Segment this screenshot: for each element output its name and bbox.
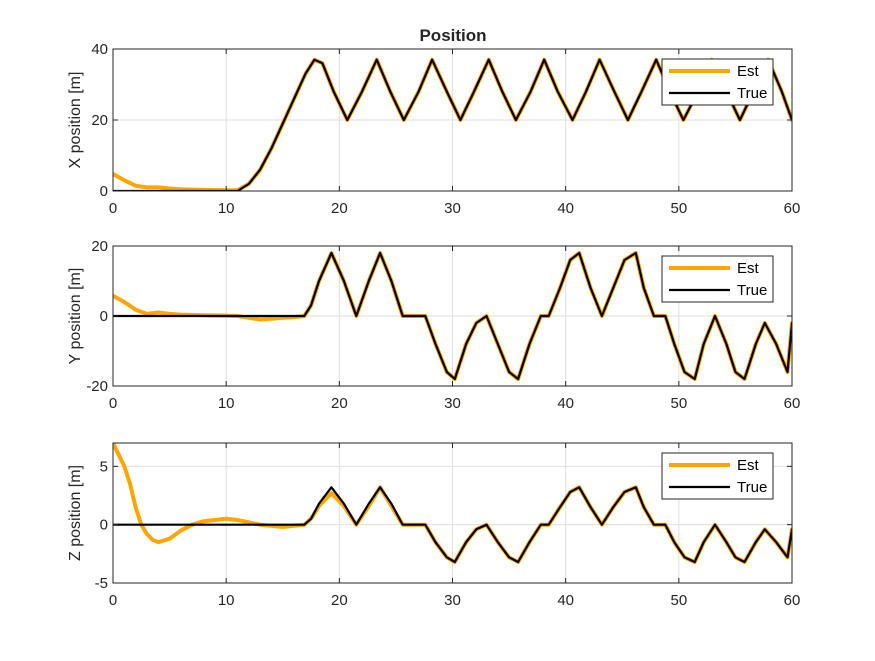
x-tick-label: 0 [109, 395, 117, 412]
legend-box [661, 58, 774, 106]
x-tick-label: 40 [557, 200, 574, 217]
y-tick-label: 0 [100, 308, 108, 325]
legend-label-true: True [737, 85, 767, 102]
legend-label-est: Est [737, 457, 760, 474]
x-tick-label: 40 [557, 395, 574, 412]
x-tick-label: 40 [557, 592, 574, 609]
x-tick-label: 20 [331, 200, 348, 217]
y-tick-label: -20 [86, 378, 108, 395]
legend-label-true: True [737, 479, 767, 496]
y-tick-label: -5 [95, 575, 108, 592]
x-tick-label: 10 [218, 200, 235, 217]
x-tick-label: 30 [444, 395, 461, 412]
x-tick-label: 20 [331, 395, 348, 412]
y-tick-label: 40 [91, 41, 108, 58]
legend: Est True [661, 255, 774, 303]
series-line-true [113, 251, 792, 381]
series-group [113, 443, 792, 564]
legend-box [661, 255, 774, 303]
x-tick-label: 50 [670, 592, 687, 609]
x-tick-label: 60 [784, 592, 801, 609]
x-tick-label: 20 [331, 592, 348, 609]
series-line-true [113, 486, 792, 564]
x-tick-label: 60 [784, 395, 801, 412]
y-tick-label: 0 [100, 183, 108, 200]
legend: Est True [661, 452, 774, 500]
y-axis-label: X position [m] [67, 72, 84, 169]
x-tick-label: 50 [670, 395, 687, 412]
y-tick-label: 0 [100, 517, 108, 534]
x-tick-label: 30 [444, 200, 461, 217]
x-tick-label: 60 [784, 200, 801, 217]
legend-label-est: Est [737, 260, 760, 277]
plot-panel-1: 0 10 20 30 40 50 60 0 20 40 X position [m] Est True [67, 41, 800, 217]
y-tick-label: 20 [91, 238, 108, 255]
x-tick-label: 0 [109, 592, 117, 609]
legend-label-est: Est [737, 63, 760, 80]
x-tick-label: 30 [444, 592, 461, 609]
legend: Est True [661, 58, 774, 106]
y-axis-label: Y position [m] [67, 268, 84, 365]
y-axis-label: Z position [m] [67, 465, 84, 561]
y-tick-label: 20 [91, 112, 108, 129]
x-tick-label: 0 [109, 200, 117, 217]
x-tick-label: 10 [218, 592, 235, 609]
legend-label-true: True [737, 282, 767, 299]
legend-box [661, 452, 774, 500]
figure-title: Position [419, 26, 486, 45]
series-group [113, 251, 792, 381]
x-tick-label: 50 [670, 200, 687, 217]
y-tick-label: 5 [100, 458, 108, 475]
x-tick-label: 10 [218, 395, 235, 412]
